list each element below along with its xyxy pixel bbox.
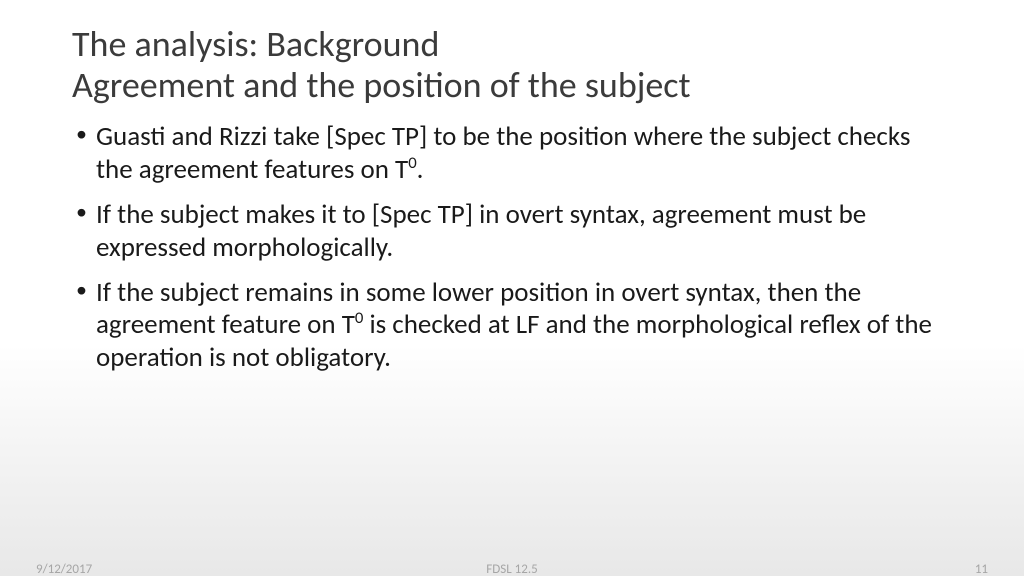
bullet-text-pre: Guasti and Rizzi take [Spec TP] to be th… bbox=[96, 120, 910, 186]
bullet-list: Guasti and Rizzi take [Spec TP] to be th… bbox=[72, 121, 952, 376]
bullet-item: If the subject makes it to [Spec TP] in … bbox=[72, 199, 952, 265]
title-line-2: Agreement and the position of the subjec… bbox=[72, 63, 691, 107]
footer-page-number: 11 bbox=[975, 562, 988, 576]
footer-center: FDSL 12.5 bbox=[486, 562, 537, 576]
bullet-text-pre: If the subject makes it to [Spec TP] in … bbox=[96, 198, 866, 264]
footer-date: 9/12/2017 bbox=[36, 562, 92, 576]
bullet-text-post: . bbox=[417, 153, 424, 186]
bullet-item: Guasti and Rizzi take [Spec TP] to be th… bbox=[72, 121, 952, 187]
slide: The analysis: Background Agreement and t… bbox=[0, 0, 1024, 576]
bullet-sup: 0 bbox=[408, 153, 416, 173]
bullet-item: If the subject remains in some lower pos… bbox=[72, 277, 952, 376]
title-line-1: The analysis: Background bbox=[72, 22, 439, 66]
slide-title: The analysis: Background Agreement and t… bbox=[72, 24, 952, 107]
